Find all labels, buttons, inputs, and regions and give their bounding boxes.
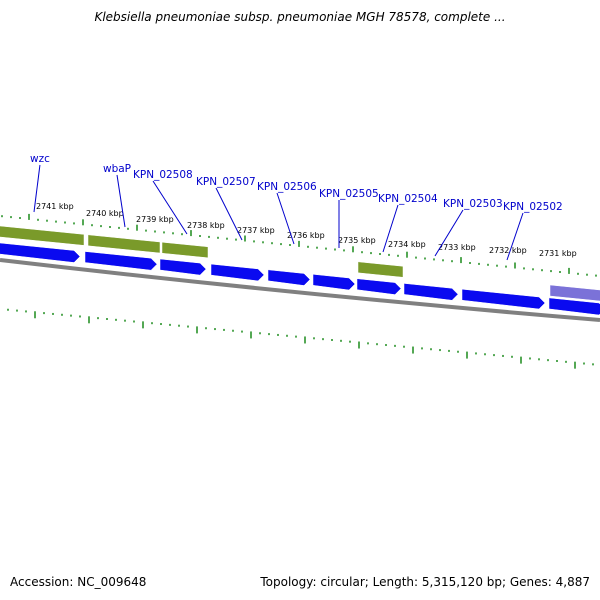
reverse-gene — [84, 251, 158, 271]
gene-track — [0, 225, 600, 316]
reverse-gene — [461, 288, 546, 310]
scale-label: 2732 kbp — [489, 246, 527, 255]
scale-label: 2738 kbp — [187, 221, 225, 230]
leader-line — [33, 164, 41, 213]
topology-summary: Topology: circular; Length: 5,315,120 bp… — [260, 575, 590, 589]
scale-label: 2731 kbp — [539, 249, 577, 258]
reverse-gene — [403, 283, 459, 301]
leader-line — [215, 187, 243, 241]
inner-tick-track — [7, 308, 594, 369]
scale-label: 2733 kbp — [438, 243, 476, 252]
reverse-gene — [548, 297, 600, 316]
scale-label: 2735 kbp — [338, 236, 376, 245]
reverse-gene — [0, 242, 81, 263]
backbone-circle — [0, 258, 600, 322]
accession-text: Accession: NC_009648 — [10, 575, 147, 589]
reverse-gene — [312, 274, 356, 291]
gene-label: KPN_02503 — [443, 198, 503, 210]
reverse-gene — [267, 269, 311, 286]
leader-line — [116, 174, 126, 228]
scale-label: 2736 kbp — [287, 231, 325, 240]
scale-label: 2740 kbp — [86, 209, 124, 218]
forward-gene — [161, 241, 209, 259]
label-leader-lines — [33, 164, 524, 261]
reverse-gene — [210, 263, 265, 282]
map-title: Klebsiella pneumoniae subsp. pneumoniae … — [94, 10, 506, 24]
gene-label: KPN_02505 — [319, 188, 379, 200]
gene-label: KPN_02507 — [196, 176, 256, 188]
leader-line — [276, 192, 295, 245]
gene-label: KPN_02502 — [503, 201, 563, 213]
outer-tick-track — [1, 213, 597, 277]
scale-label: 2741 kbp — [36, 202, 74, 211]
gene-label: KPN_02508 — [133, 169, 193, 181]
forward-gene — [0, 225, 85, 246]
leader-line — [152, 180, 188, 235]
gene-label: wbaP — [103, 163, 131, 175]
forward-gene — [87, 234, 161, 254]
forward-gene — [357, 261, 404, 278]
scale-label: 2737 kbp — [237, 226, 275, 235]
reverse-gene — [356, 278, 402, 295]
gene-label: KPN_02506 — [257, 181, 317, 193]
gene-label: KPN_02504 — [378, 193, 438, 205]
feature — [549, 284, 600, 302]
leader-line — [382, 204, 399, 253]
gene-label: wzc — [30, 153, 50, 165]
scale-label: 2739 kbp — [136, 215, 174, 224]
reverse-gene — [159, 258, 207, 276]
leader-line — [434, 209, 464, 257]
scale-labels: 2741 kbp 2740 kbp 2739 kbp 2738 kbp 2737 kbp… — [36, 202, 577, 258]
scale-label: 2734 kbp — [388, 240, 426, 249]
leader-line — [506, 212, 524, 261]
